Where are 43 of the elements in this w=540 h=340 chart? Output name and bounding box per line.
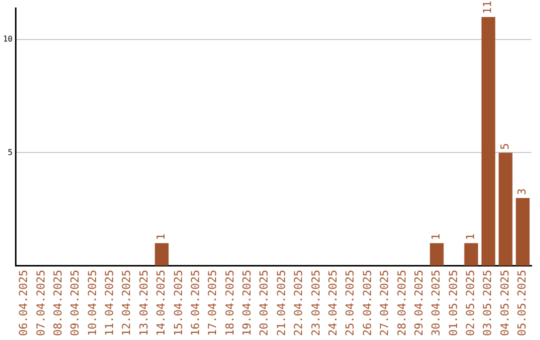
x-tick-label: 06.04.2025 [17,270,30,336]
x-tick-label: 26.04.2025 [360,270,374,336]
bar [430,243,444,266]
x-tick-label: 12.04.2025 [120,270,134,336]
x-tick-label: 20.04.2025 [258,270,271,336]
y-tick-label: 10 [2,34,13,44]
bar [464,243,478,266]
x-tick-label: 28.04.2025 [395,270,408,336]
data-label: 11 [481,0,494,14]
x-tick-label: 07.04.2025 [34,270,48,336]
bar [516,198,530,266]
x-tick-label: 01.05.2025 [446,270,460,336]
x-tick-label: 02.05.2025 [464,270,478,336]
bar [481,17,496,266]
x-tick-label: 10.04.2025 [86,270,99,336]
x-tick-label: 03.05.2025 [481,270,494,336]
x-tick-label: 29.04.2025 [412,270,426,336]
x-tick-label: 18.04.2025 [223,270,236,336]
x-tick-label: 13.04.2025 [137,270,150,336]
x-tick-label: 04.05.2025 [498,270,512,336]
x-tick-label: 21.04.2025 [274,270,288,336]
x-tick-label: 30.04.2025 [430,270,443,336]
x-tick-label: 23.04.2025 [309,270,322,336]
bar [154,243,169,266]
x-tick-label: 24.04.2025 [326,270,340,336]
x-tick-label: 11.04.2025 [103,270,116,336]
data-label: 1 [464,234,478,240]
x-tick-label: 19.04.2025 [240,270,254,336]
x-tick-label: 25.04.2025 [344,270,357,336]
x-tick-label: 05.05.2025 [516,270,529,336]
x-tick-label: 16.04.2025 [188,270,202,336]
x-tick-label: 22.04.2025 [292,270,306,336]
x-tick-label: 17.04.2025 [206,270,220,336]
data-label: 3 [516,188,529,195]
x-tick-label: 27.04.2025 [378,270,392,336]
x-tick-label: 09.04.2025 [68,270,82,336]
x-tick-label: 15.04.2025 [172,270,185,336]
x-tick-label: 08.04.2025 [51,270,64,336]
data-label: 5 [498,143,512,150]
x-tick-label: 14.04.2025 [154,270,168,336]
data-label: 1 [154,234,168,240]
bar [498,152,512,266]
data-label: 1 [430,234,443,240]
